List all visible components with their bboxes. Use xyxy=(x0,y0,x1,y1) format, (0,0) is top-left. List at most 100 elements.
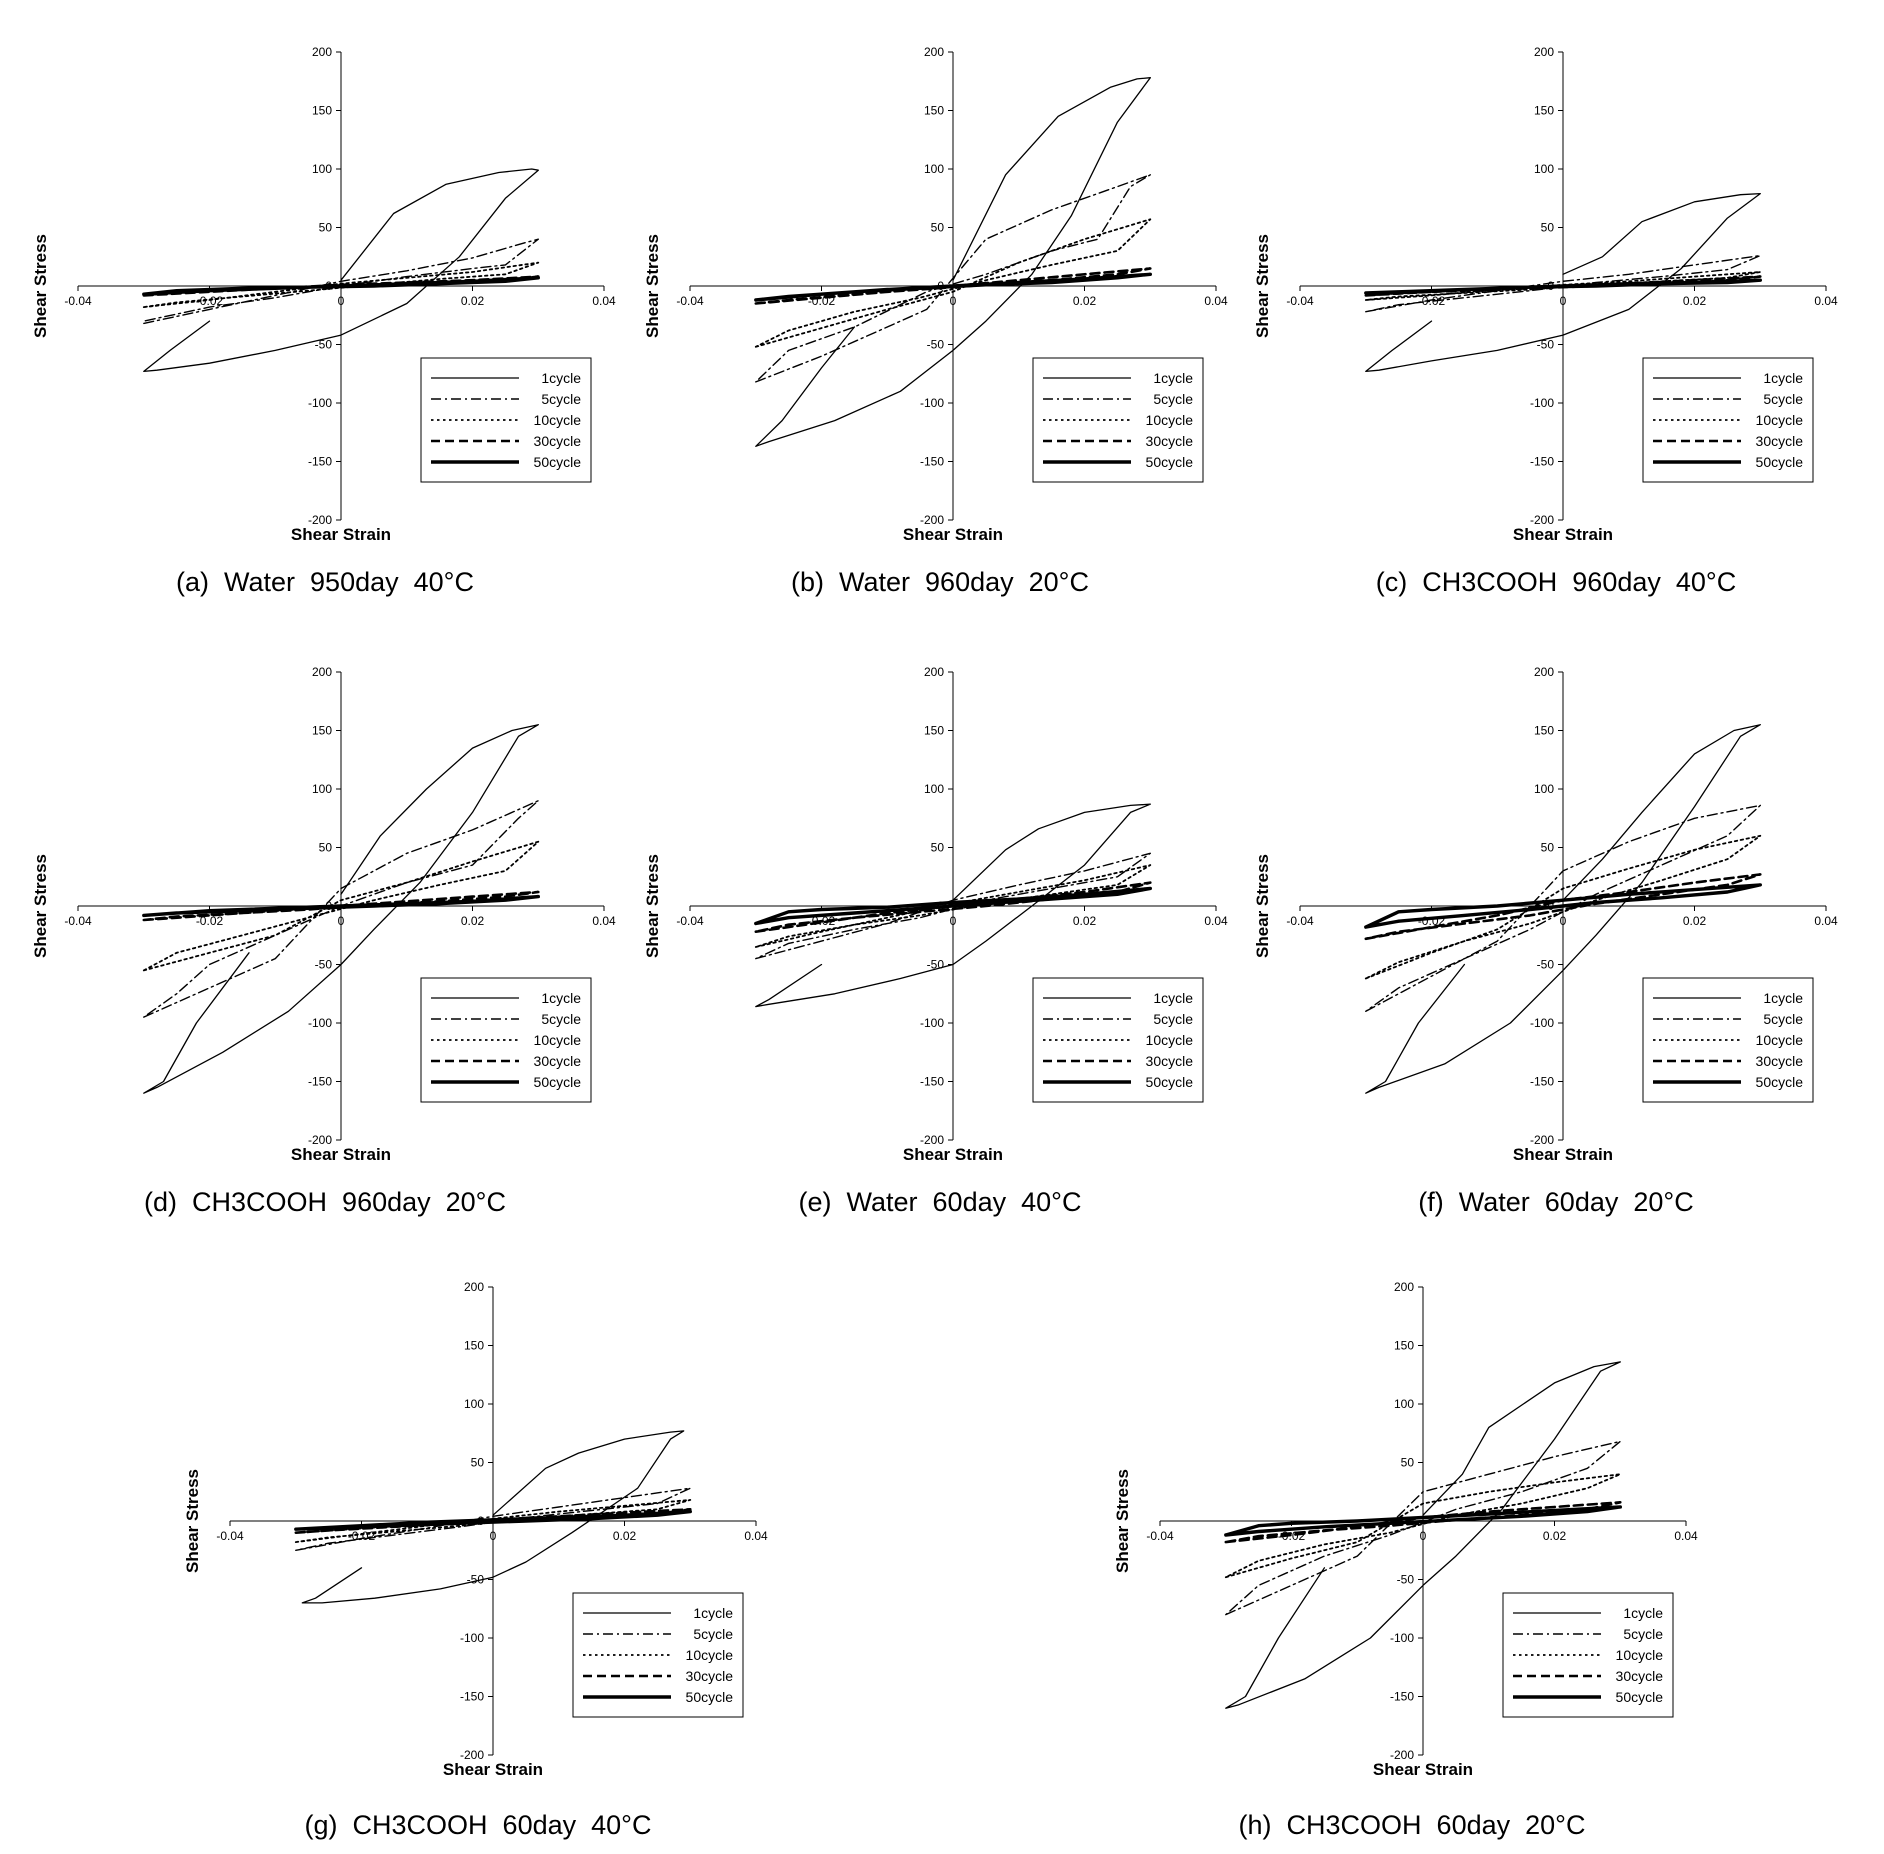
y-axis-title: Shear Stress xyxy=(31,234,50,338)
chart-panel-b: -0.04 -0.02 0 0.02 0.04 200 150 100 50 0 -50 -100 -1… xyxy=(643,45,1228,544)
series-line-50cycle xyxy=(1364,883,1762,929)
x-tick-label: 0.02 xyxy=(1073,914,1097,928)
series-line-5cycle xyxy=(143,238,539,325)
legend-label: 1cycle xyxy=(1153,370,1193,386)
legend-label: 1cycle xyxy=(1763,990,1803,1006)
x-tick-label: -0.04 xyxy=(676,914,704,928)
y-tick-label: 50 xyxy=(319,221,333,235)
y-tick-label: -200 xyxy=(308,1133,332,1147)
y-tick-label: 200 xyxy=(464,1280,484,1294)
y-tick-label: 200 xyxy=(1534,665,1554,679)
chart-panel-f: -0.04 -0.02 0 0.02 0.04 200 150 100 50 0 -50 -100 -1… xyxy=(1253,665,1838,1164)
y-tick-label: 100 xyxy=(1394,1397,1414,1411)
x-tick-label: -0.04 xyxy=(1146,1529,1174,1543)
legend-label: 1cycle xyxy=(1623,1605,1663,1621)
y-axis-title: Shear Stress xyxy=(183,1469,202,1573)
legend-label: 10cycle xyxy=(1756,412,1804,428)
x-tick-label: 0.04 xyxy=(1814,294,1838,308)
caption-a: (a) Water 950day 40°C xyxy=(176,567,474,597)
y-tick-label: 200 xyxy=(312,45,332,59)
legend-label: 30cycle xyxy=(1146,433,1194,449)
y-axis-title: Shear Stress xyxy=(643,854,662,958)
y-tick-label: -150 xyxy=(1530,455,1554,469)
series-line-1cycle xyxy=(1365,724,1761,1094)
y-tick-label: 50 xyxy=(319,841,333,855)
x-tick-label: 0 xyxy=(1560,914,1567,928)
series-line-1cycle xyxy=(301,1430,685,1604)
chart-svg-f: -0.04 -0.02 0 0.02 0.04200150100500-50-100-1… xyxy=(1253,665,1838,1164)
series-line-50cycle xyxy=(754,886,1152,926)
y-tick-label: 50 xyxy=(931,841,945,855)
legend-label: 50cycle xyxy=(686,1689,734,1705)
x-axis-title: Shear Strain xyxy=(903,1145,1003,1164)
x-tick-label: -0.04 xyxy=(216,1529,244,1543)
y-tick-label: 150 xyxy=(464,1339,484,1353)
y-tick-label: 150 xyxy=(1534,104,1554,118)
y-axis-title: Shear Stress xyxy=(643,234,662,338)
y-tick-label: 200 xyxy=(924,665,944,679)
legend-label: 50cycle xyxy=(1146,454,1194,470)
x-tick-label: -0.02 xyxy=(196,294,224,308)
y-axis-title: Shear Stress xyxy=(1253,854,1272,958)
x-tick-label: -0.04 xyxy=(1286,294,1314,308)
legend-label: 50cycle xyxy=(1756,454,1804,470)
x-tick-label: 0 xyxy=(1420,1529,1427,1543)
legend-label: 5cycle xyxy=(1763,391,1803,407)
y-tick-label: -200 xyxy=(460,1748,484,1762)
chart-panel-e: -0.04 -0.02 0 0.02 0.04 200 150 100 50 0 -50 -100 -1… xyxy=(643,665,1228,1164)
legend-label: 1cycle xyxy=(693,1605,733,1621)
y-tick-label: 150 xyxy=(1534,724,1554,738)
caption-h: (h) CH3COOH 60day 20°C xyxy=(1238,1810,1586,1840)
x-tick-label: 0.04 xyxy=(1204,294,1228,308)
y-tick-label: -50 xyxy=(315,958,333,972)
series-line-1cycle xyxy=(1365,192,1761,373)
series-line-5cycle xyxy=(143,799,539,1018)
y-tick-label: -50 xyxy=(927,338,945,352)
y-tick-label: 150 xyxy=(312,724,332,738)
legend-label: 5cycle xyxy=(1623,1626,1663,1642)
caption-f: (f) Water 60day 20°C xyxy=(1418,1187,1694,1217)
chart-svg-g: -0.04 -0.02 0 0.02 0.04200150100500-50-100-1… xyxy=(183,1280,768,1779)
caption-e: (e) Water 60day 40°C xyxy=(798,1187,1082,1217)
legend-label: 50cycle xyxy=(534,454,582,470)
y-axis-title: Shear Stress xyxy=(1113,1469,1132,1573)
y-tick-label: 150 xyxy=(312,104,332,118)
series-line-10cycle xyxy=(142,840,540,972)
legend-label: 50cycle xyxy=(534,1074,582,1090)
legend-label: 10cycle xyxy=(686,1647,734,1663)
y-tick-label: -100 xyxy=(1390,1631,1414,1645)
x-tick-label: 0 xyxy=(338,914,345,928)
y-tick-label: -200 xyxy=(920,1133,944,1147)
y-tick-label: 150 xyxy=(924,724,944,738)
chart-svg-c: -0.04 -0.02 0 0.02 0.04200150100500-50-100-1… xyxy=(1253,45,1838,544)
series-line-1cycle xyxy=(755,77,1151,447)
y-tick-label: 150 xyxy=(1394,1339,1414,1353)
x-axis-title: Shear Strain xyxy=(291,1145,391,1164)
legend-label: 50cycle xyxy=(1616,1689,1664,1705)
caption-g: (g) CH3COOH 60day 40°C xyxy=(304,1810,652,1840)
y-tick-label: -100 xyxy=(920,1016,944,1030)
y-tick-label: -50 xyxy=(1537,958,1555,972)
y-tick-label: -100 xyxy=(308,1016,332,1030)
legend-label: 5cycle xyxy=(541,1011,581,1027)
y-tick-label: 50 xyxy=(1541,841,1555,855)
y-tick-label: 100 xyxy=(1534,782,1554,796)
y-tick-label: 100 xyxy=(312,162,332,176)
x-tick-label: -0.04 xyxy=(64,294,92,308)
x-tick-label: 0.02 xyxy=(1543,1529,1567,1543)
x-axis-title: Shear Strain xyxy=(903,525,1003,544)
x-axis-title: Shear Strain xyxy=(1373,1760,1473,1779)
series-line-5cycle xyxy=(755,852,1151,960)
series-line-5cycle xyxy=(1225,1440,1621,1616)
legend-label: 10cycle xyxy=(1616,1647,1664,1663)
y-tick-label: 200 xyxy=(312,665,332,679)
legend-label: 1cycle xyxy=(541,370,581,386)
series-line-50cycle xyxy=(1224,1505,1622,1537)
series-line-10cycle xyxy=(1364,834,1762,980)
x-tick-label: 0.04 xyxy=(592,294,616,308)
x-tick-label: 0.02 xyxy=(461,294,485,308)
y-tick-label: -100 xyxy=(1530,396,1554,410)
y-tick-label: -200 xyxy=(1530,1133,1554,1147)
x-tick-label: 0.02 xyxy=(461,914,485,928)
chart-panel-d: -0.04 -0.02 0 0.02 0.04 200 150 100 50 0 -50 -100 -1… xyxy=(31,665,616,1164)
